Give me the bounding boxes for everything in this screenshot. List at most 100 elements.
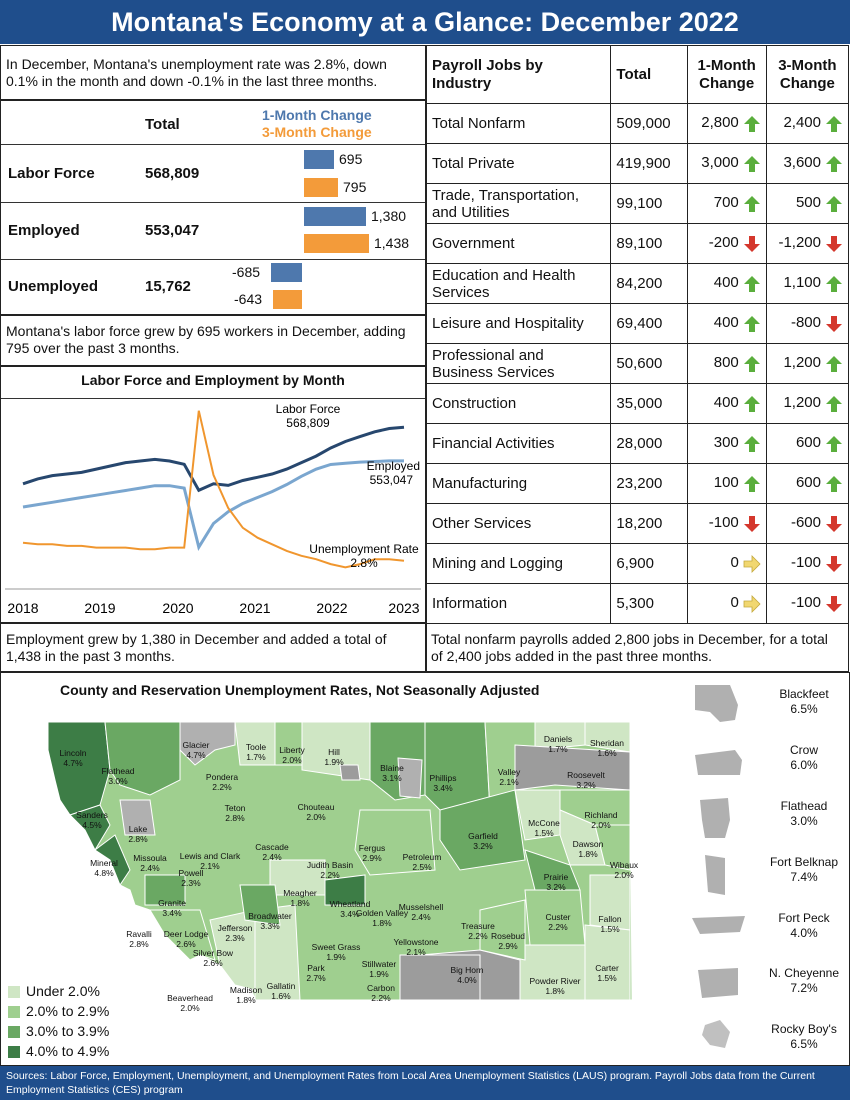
county-name: Ravalli: [126, 929, 152, 939]
county-label: Big Horn 4.0%: [450, 965, 483, 985]
legend-swatch: [8, 1046, 20, 1058]
jobs-3m: 3,600: [765, 143, 850, 184]
county-beaverhead: [149, 909, 216, 961]
county-name: Park: [307, 963, 325, 973]
bar-employed-1m-label: 1,380: [371, 208, 407, 224]
jobs-total: 509,000: [610, 103, 688, 144]
up-arrow-icon: [826, 355, 842, 372]
annotation-unemp-value: 2.8%: [350, 556, 378, 570]
intro-text: In December, Montana's unemployment rate…: [6, 56, 387, 89]
county-rosebud: [479, 899, 526, 961]
jobs-1m: 400: [686, 263, 767, 304]
county-rate: 3.4%: [433, 783, 453, 793]
series-labor-force: [22, 425, 405, 493]
county-name: Yellowstone: [393, 937, 439, 947]
county-name: Petroleum: [402, 852, 442, 862]
county-rate: 2.8%: [225, 813, 245, 823]
county-rate: 2.5%: [412, 862, 432, 872]
jobs-total: 6,900: [610, 543, 688, 584]
county-label: Wibaux 2.0%: [610, 860, 638, 880]
county-rate: 3.2%: [546, 882, 566, 892]
jobs-row: Education and Health Services 84,200 400 1,…: [425, 263, 850, 304]
jobs-1m-value: 800: [713, 354, 739, 372]
county-label: Gallatin 1.6%: [267, 981, 296, 1001]
jobs-row: Information 5,300 0 -100: [425, 583, 850, 624]
bar-labor-3m: [304, 178, 338, 197]
county-name: Rosebud: [490, 931, 526, 941]
down-arrow-icon: [826, 595, 842, 612]
county-label: Phillips 3.4%: [430, 773, 457, 793]
county-rate: 2.2%: [371, 993, 391, 1003]
jobs-1m-value: 100: [713, 474, 739, 492]
reservation-label: Fort Peck 4.0%: [749, 911, 850, 941]
county-rate: 2.0%: [306, 812, 326, 822]
reservation-blackfeet-shape: [695, 685, 738, 722]
county-name: Daniels: [543, 734, 573, 744]
jobs-3m: -100: [765, 543, 850, 584]
bar-unemp-3m: [273, 290, 302, 309]
jobs-3m: 600: [765, 463, 850, 504]
county-name: Broadwater: [248, 911, 292, 921]
jobs-1m-value: 400: [713, 394, 739, 412]
bar-labor-1m: [304, 150, 334, 169]
jobs-industry: Construction: [425, 383, 612, 424]
reservation-rate: 6.0%: [790, 758, 818, 772]
county-rate: 4.0%: [457, 975, 477, 985]
jobs-row: Construction 35,000 400 1,200: [425, 383, 850, 424]
down-arrow-icon: [743, 235, 760, 252]
annotation-labor-force: Labor Force: [276, 402, 341, 416]
county-roosevelt: [514, 744, 631, 791]
jobs-1m: 100: [686, 463, 767, 504]
jobs-total: 23,200: [610, 463, 688, 504]
labor-divider: [1, 144, 425, 145]
county-dawson: [559, 809, 606, 866]
jobs-1m: 400: [686, 383, 767, 424]
jobs-1m-value: -200: [708, 234, 739, 252]
county-name: Lake: [128, 824, 148, 834]
county-name: Chouteau: [297, 802, 335, 812]
jobs-1m-value: 0: [730, 594, 739, 612]
legend-swatch: [8, 1026, 20, 1038]
up-arrow-icon: [743, 195, 760, 212]
jobs-header-3m: 3-Month Change: [765, 45, 850, 104]
county-name: Liberty: [279, 745, 305, 755]
jobs-1m-value: 0: [730, 554, 739, 572]
annotation-labor-force-value: 568,809: [286, 416, 330, 430]
legend-swatch: [8, 986, 20, 998]
county-label: Treasure 2.2%: [461, 921, 495, 941]
x-tick-label: 2020: [162, 600, 193, 616]
county-name: Mineral: [90, 858, 118, 868]
jobs-1m-value: 2,800: [701, 114, 739, 132]
reservation-crow-shape: [695, 750, 742, 775]
county-name: Musselshell: [398, 902, 444, 912]
jobs-3m-value: -1,200: [778, 234, 821, 252]
county-label: Glacier 4.7%: [183, 740, 210, 760]
county-rate: 2.8%: [128, 834, 148, 844]
montana-map: [47, 721, 633, 1001]
jobs-1m-value: -100: [708, 514, 739, 532]
county-rate: 2.9%: [498, 941, 518, 951]
legend-3m: 3-Month Change: [262, 124, 372, 140]
county-label: Rosebud 2.9%: [491, 931, 525, 951]
jobs-total: 89,100: [610, 223, 688, 264]
jobs-3m: 500: [765, 183, 850, 224]
county-broadwater: [239, 884, 281, 926]
county-rate: 2.8%: [129, 939, 149, 949]
county-rate: 1.8%: [372, 918, 392, 928]
bar-employed-1m: [304, 207, 366, 226]
jobs-3m-value: 2,400: [783, 114, 821, 132]
reservation-label: Crow 6.0%: [749, 743, 850, 773]
county-label: Sweet Grass 1.9%: [312, 942, 361, 962]
jobs-3m: -600: [765, 503, 850, 544]
county-label: Sanders 4.5%: [76, 810, 108, 830]
labor-row-total: 15,762: [145, 278, 191, 295]
jobs-header-row: Payroll Jobs by Industry Total 1-Month C…: [425, 45, 850, 104]
county-rate: 3.4%: [340, 909, 360, 919]
jobs-3m: 2,400: [765, 103, 850, 144]
reservation-fort-belknap-shape: [705, 855, 725, 895]
jobs-industry: Mining and Logging: [425, 543, 612, 584]
labor-row-label: Labor Force: [8, 165, 95, 182]
jobs-industry: Leisure and Hospitality: [425, 303, 612, 344]
county-label: Madison 1.8%: [230, 985, 262, 1005]
jobs-total: 84,200: [610, 263, 688, 304]
